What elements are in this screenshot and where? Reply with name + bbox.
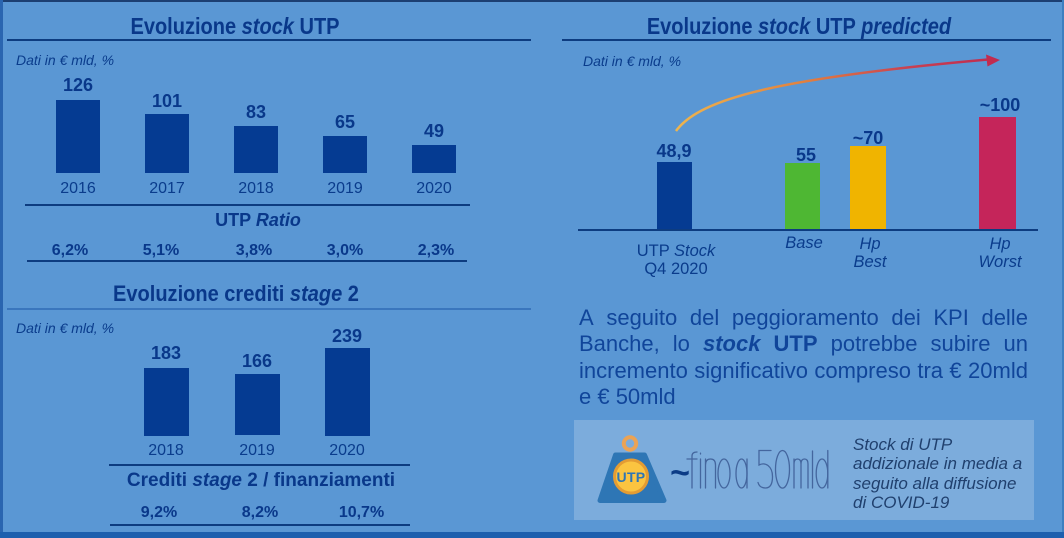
svg-text:UTP: UTP: [617, 469, 646, 485]
